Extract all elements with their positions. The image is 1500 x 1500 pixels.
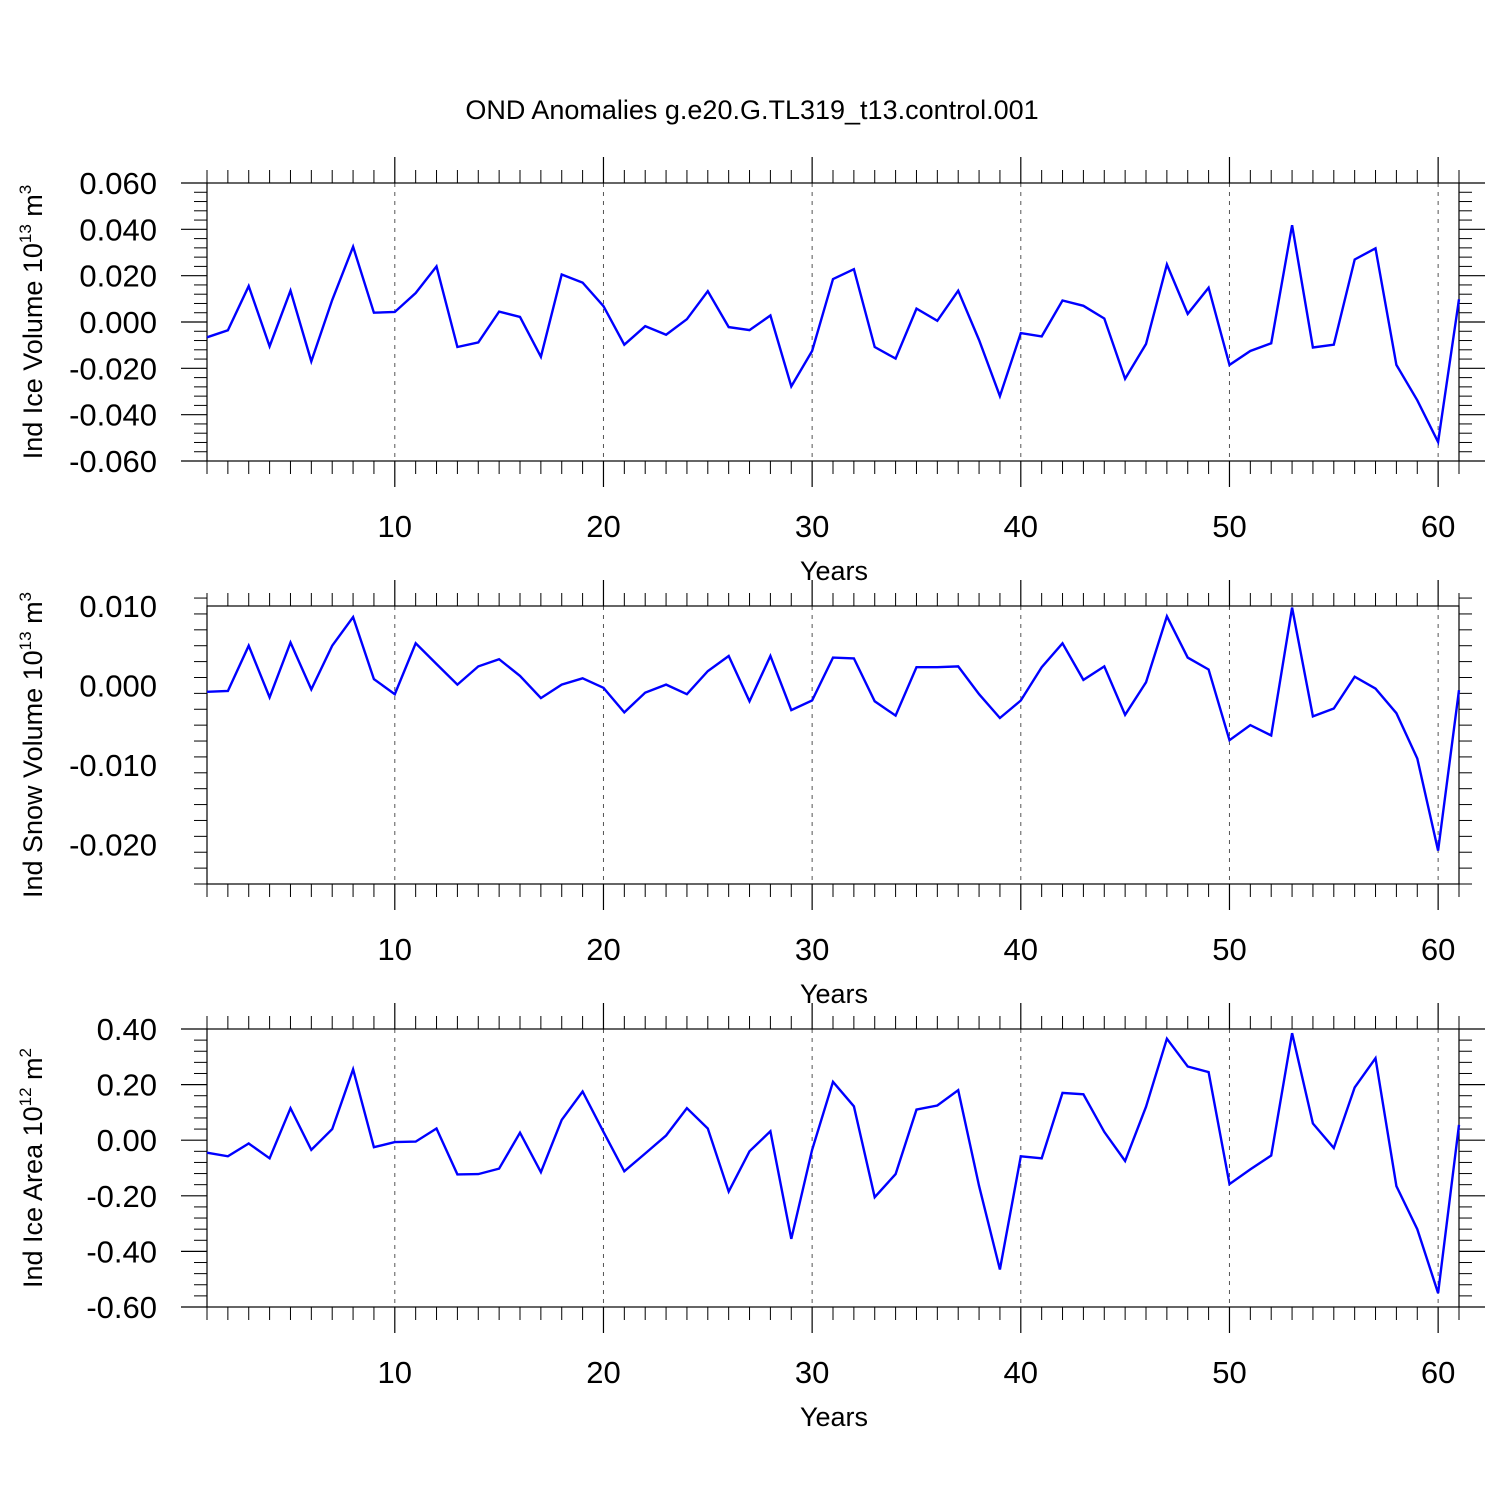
x-tick-label: 60 (1421, 509, 1455, 544)
y-tick-label: 0.00 (97, 1123, 157, 1158)
y-tick-label: -0.060 (69, 444, 157, 479)
y-axis-label: Ind Ice Volume 1013 m3 (16, 185, 48, 460)
x-tick-label: 50 (1212, 509, 1246, 544)
x-tick-label: 60 (1421, 932, 1455, 967)
y-axis-label-exponent: 3 (16, 185, 35, 194)
y-tick-label: -0.040 (69, 398, 157, 433)
y-axis-label: Ind Ice Area 1012 m2 (16, 1048, 48, 1288)
y-tick-label: 0.010 (79, 589, 157, 624)
y-axis-label-exponent: 13 (16, 224, 35, 243)
y-tick-label: 0.000 (79, 668, 157, 703)
y-tick-label: 0.20 (97, 1068, 157, 1103)
x-tick-label: 20 (586, 509, 620, 544)
y-axis-label-exponent: 13 (16, 631, 35, 650)
series-line (206, 607, 1461, 851)
y-tick-label: -0.40 (86, 1234, 157, 1269)
x-tick-label: 20 (586, 932, 620, 967)
figure-title: OND Anomalies g.e20.G.TL319_t13.control.… (465, 95, 1038, 125)
series-line (206, 1032, 1461, 1294)
y-axis-label-exponent: 2 (16, 1048, 35, 1057)
y-axis-label-text: Ind Ice Area 10 (18, 1106, 48, 1288)
panel-1: 10 20 30 40 50 60 0.060 0.040 0.020 0.000 -0.020 -0… (16, 157, 1485, 586)
x-tick-label: 30 (795, 509, 829, 544)
y-axis-label-text: Ind Ice Volume 10 (18, 243, 48, 459)
x-axis-label: Years (800, 556, 868, 586)
x-tick-label: 50 (1212, 932, 1246, 967)
y-tick-label: 0.040 (79, 212, 157, 247)
y-axis-label-text: m (18, 1057, 48, 1087)
x-tick-label: 30 (795, 1355, 829, 1390)
x-tick-label: 30 (795, 932, 829, 967)
y-tick-label: -0.010 (69, 748, 157, 783)
x-tick-label: 50 (1212, 1355, 1246, 1390)
y-tick-label: 0.40 (97, 1012, 157, 1047)
x-axis-label: Years (800, 979, 868, 1009)
y-tick-label: -0.20 (86, 1179, 157, 1214)
x-axis-label: Years (800, 1402, 868, 1432)
x-tick-label: 10 (378, 509, 412, 544)
x-tick-label: 40 (1004, 1355, 1038, 1390)
x-tick-label: 40 (1004, 932, 1038, 967)
y-tick-label: -0.020 (69, 827, 157, 862)
y-axis-label-exponent: 3 (16, 592, 35, 601)
y-tick-label: 0.020 (79, 259, 157, 294)
y-axis-label-text: m (18, 601, 48, 631)
panel-2: 10 20 30 40 50 60 0.010 0.000 -0.010 -0.020 Years I… (16, 580, 1472, 1009)
y-tick-label: 0.060 (79, 166, 157, 201)
x-tick-label: 10 (378, 932, 412, 967)
x-tick-label: 20 (586, 1355, 620, 1390)
y-axis-label-text: m (18, 194, 48, 224)
y-tick-label: -0.020 (69, 351, 157, 386)
series-line (206, 224, 1461, 446)
y-tick-label: 0.000 (79, 305, 157, 340)
panel-3: 10 20 30 40 50 60 0.40 0.20 0.00 -0.20 -0.40 -0.60 Y… (16, 1003, 1485, 1432)
y-axis-label: Ind Snow Volume 1013 m3 (16, 592, 48, 898)
x-tick-label: 10 (378, 1355, 412, 1390)
y-axis-label-text: Ind Snow Volume 10 (18, 650, 48, 898)
x-tick-label: 60 (1421, 1355, 1455, 1390)
y-axis-label-exponent: 12 (16, 1087, 35, 1106)
x-tick-label: 40 (1004, 509, 1038, 544)
y-tick-label: -0.60 (86, 1290, 157, 1325)
